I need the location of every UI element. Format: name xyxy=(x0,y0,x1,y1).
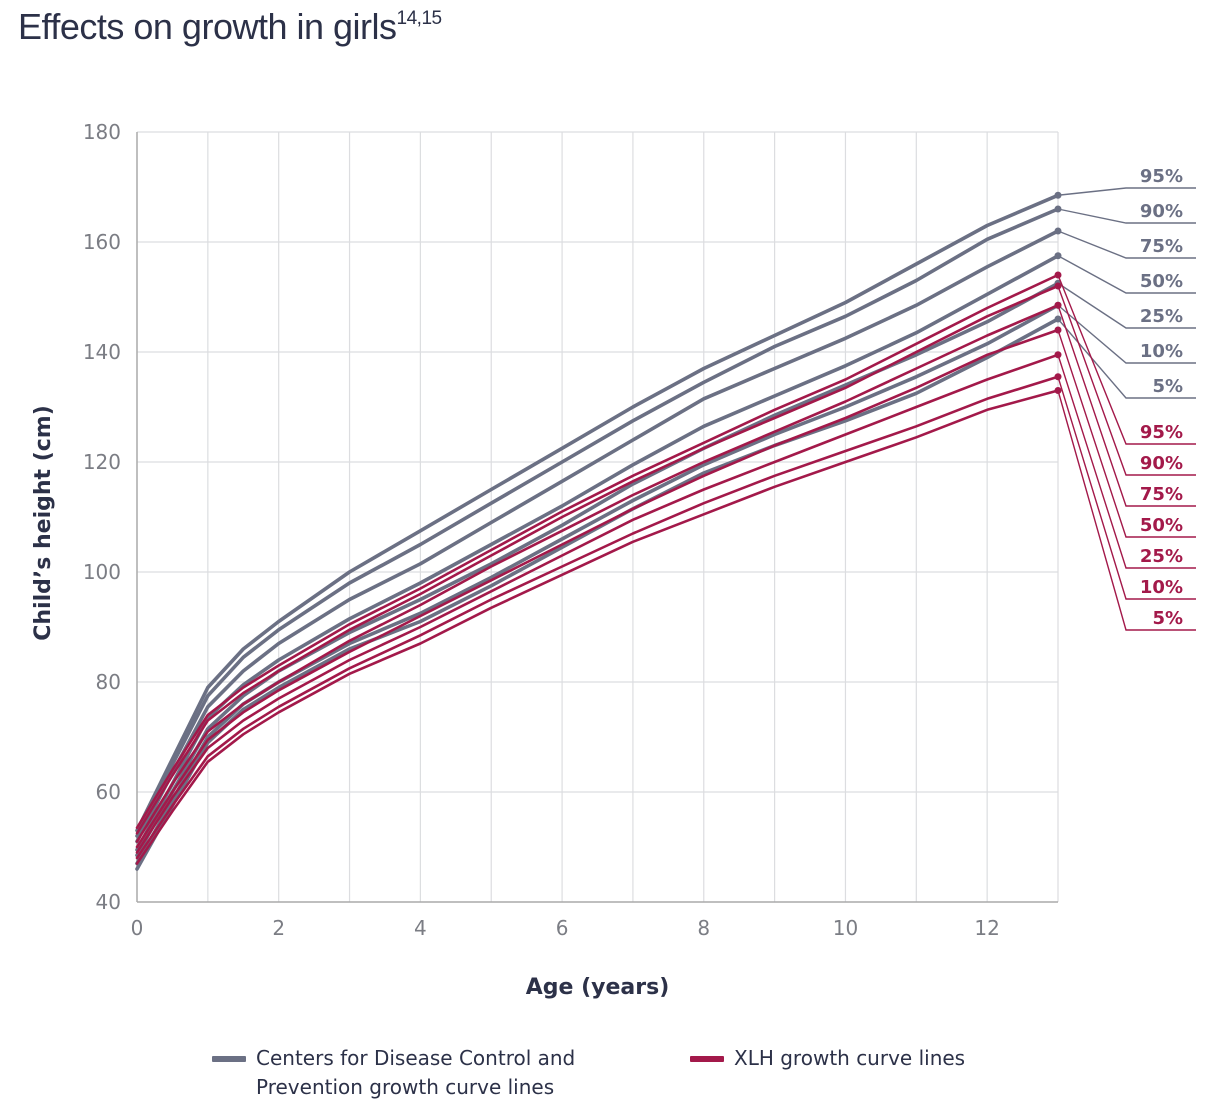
xlh-leader-line xyxy=(1057,354,1196,569)
cdc-leader-line xyxy=(1057,230,1196,259)
cdc-series-10pct xyxy=(135,303,1060,866)
xlh-percentile-label: 50% xyxy=(1140,515,1183,536)
legend-cdc-label-line2: Prevention growth curve lines xyxy=(256,1075,555,1099)
cdc-percentile-label: 75% xyxy=(1140,236,1183,257)
xlh-leader-line xyxy=(1057,390,1196,631)
legend-xlh-label: XLH growth curve lines xyxy=(734,1046,966,1070)
cdc-leader-line xyxy=(1057,187,1196,196)
cdc-series-90pct xyxy=(135,207,1060,838)
xlh-percentile-label: 90% xyxy=(1140,453,1183,474)
percentile-labels: 95% 90% 75% 50% 25% 10% 5% 95% 90% 75% 50% 25% 10% 5% xyxy=(1054,166,1196,631)
cdc-series-25pct xyxy=(135,281,1060,858)
cdc-series-95pct xyxy=(135,193,1060,833)
cdc-leader-line xyxy=(1057,318,1196,399)
y-tick-label: 180 xyxy=(83,120,121,144)
legend-cdc: Centers for Disease Control and Preventi… xyxy=(212,1044,575,1102)
xlh-leader-line xyxy=(1057,274,1196,445)
legend-xlh-swatch xyxy=(690,1056,724,1062)
cdc-percentile-label: 90% xyxy=(1140,201,1183,222)
xlh-series-25pct xyxy=(135,353,1060,854)
xlh-percentile-label: 5% xyxy=(1152,608,1183,629)
xlh-percentile-label: 95% xyxy=(1140,422,1183,443)
axes: 40 60 80 100 120 140 160 180 0 2 4 6 8 10 12 xyxy=(83,120,1058,940)
xlh-series-5pct xyxy=(135,389,1060,865)
cdc-series-5pct xyxy=(135,317,1060,871)
xlh-series-50pct xyxy=(135,328,1060,849)
x-tick-label: 8 xyxy=(697,916,710,940)
x-tick-label: 10 xyxy=(833,916,858,940)
cdc-leader-line xyxy=(1057,255,1196,294)
x-tick-label: 4 xyxy=(414,916,427,940)
y-tick-label: 140 xyxy=(83,340,121,364)
xlh-series-90pct xyxy=(135,284,1060,835)
x-axis-title: Age (years) xyxy=(526,975,670,1000)
cdc-series-75pct xyxy=(135,229,1060,844)
xlh-leader-line xyxy=(1057,329,1196,538)
x-tick-label: 2 xyxy=(272,916,285,940)
y-tick-label: 80 xyxy=(96,670,121,694)
series xyxy=(135,193,1060,871)
cdc-percentile-label: 5% xyxy=(1152,376,1183,397)
growth-chart: 40 60 80 100 120 140 160 180 0 2 4 6 8 10 12 95% 90% 75%… xyxy=(31,120,1196,1000)
legend-cdc-label: Centers for Disease Control and Preventi… xyxy=(256,1044,575,1102)
y-tick-label: 40 xyxy=(96,890,121,914)
y-tick-label: 60 xyxy=(96,780,121,804)
xlh-leader-line xyxy=(1057,376,1196,600)
legend-xlh: XLH growth curve lines xyxy=(690,1044,965,1073)
cdc-percentile-label: 95% xyxy=(1140,166,1183,187)
cdc-percentile-label: 25% xyxy=(1140,306,1183,327)
legend-cdc-swatch xyxy=(212,1056,246,1062)
xlh-leader-line xyxy=(1057,285,1196,476)
xlh-series-10pct xyxy=(135,375,1060,860)
x-tick-label: 12 xyxy=(974,916,999,940)
xlh-percentile-label: 10% xyxy=(1140,577,1183,598)
xlh-series-95pct xyxy=(135,273,1060,830)
y-tick-label: 120 xyxy=(83,450,121,474)
xlh-leader-line xyxy=(1057,305,1196,507)
cdc-leader-line xyxy=(1057,282,1196,329)
xlh-series-75pct xyxy=(135,303,1060,843)
chart-title: Effects on growth in girls14,15 xyxy=(18,6,442,48)
xlh-percentile-label: 25% xyxy=(1140,546,1183,567)
y-tick-label: 160 xyxy=(83,230,121,254)
y-axis-title: Child’s height (cm) xyxy=(31,405,56,641)
cdc-leader-line xyxy=(1057,304,1196,364)
cdc-leader-line xyxy=(1057,208,1196,224)
chart-title-superscript: 14,15 xyxy=(396,8,443,29)
cdc-percentile-label: 50% xyxy=(1140,271,1183,292)
y-tick-label: 100 xyxy=(83,560,121,584)
cdc-series-50pct xyxy=(135,254,1060,852)
legend-cdc-label-line1: Centers for Disease Control and xyxy=(256,1046,576,1070)
x-tick-label: 0 xyxy=(131,916,144,940)
cdc-percentile-label: 10% xyxy=(1140,341,1183,362)
x-tick-label: 6 xyxy=(556,916,569,940)
xlh-percentile-label: 75% xyxy=(1140,484,1183,505)
chart-title-text: Effects on growth in girls xyxy=(18,6,397,47)
grid xyxy=(137,131,1059,902)
